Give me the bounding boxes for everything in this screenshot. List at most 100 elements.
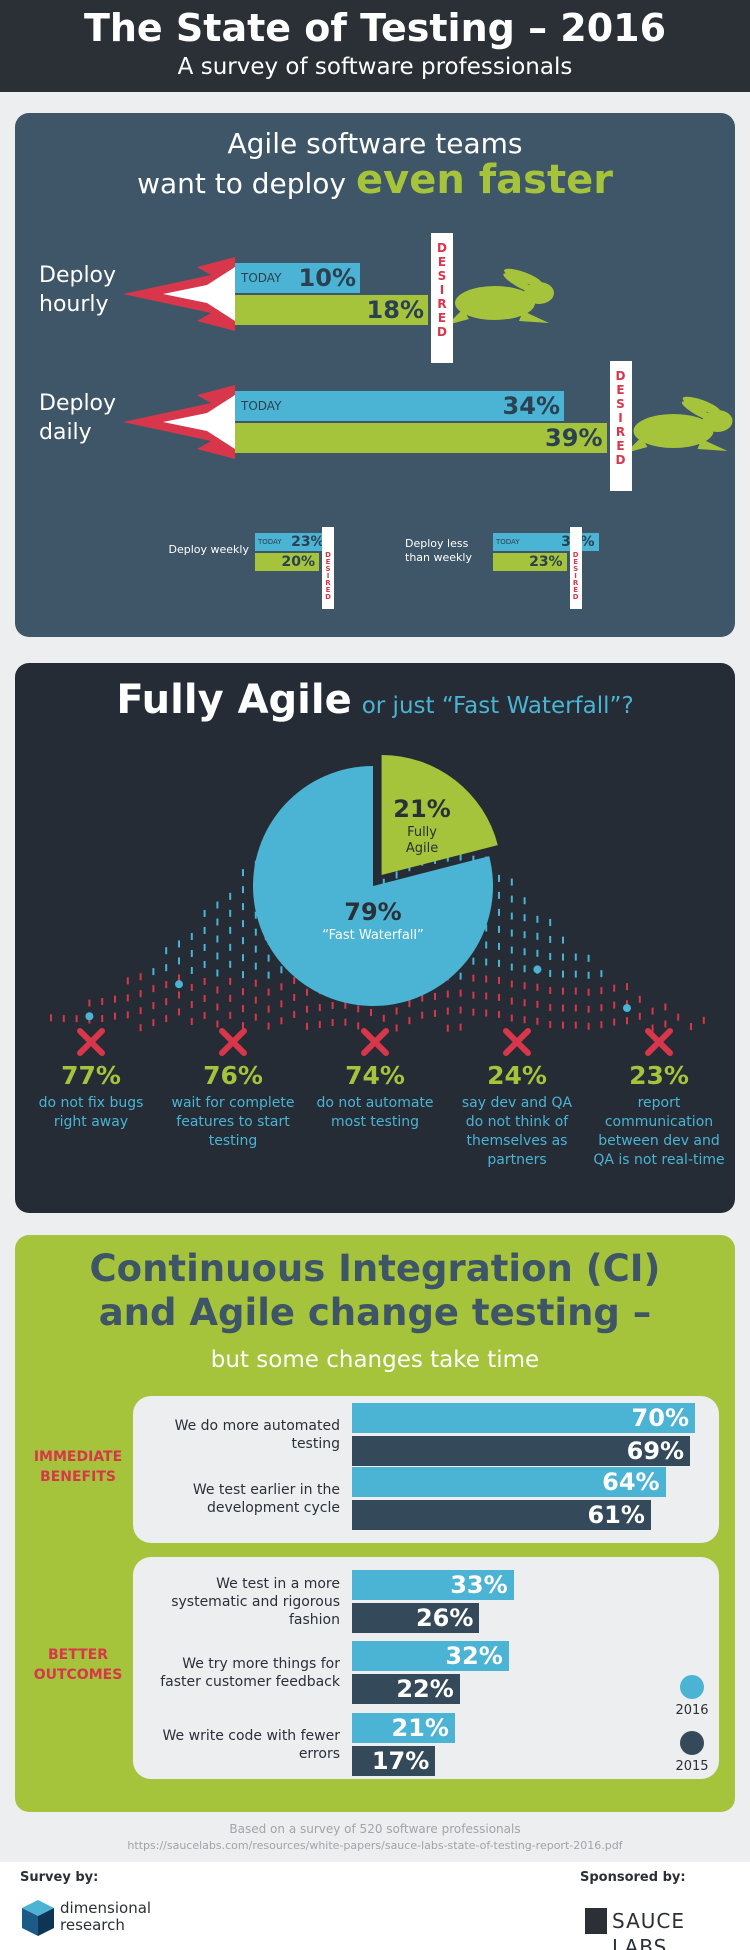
title-rest: or just “Fast Waterfall”? [361,693,634,719]
ci-section: Continuous Integration (CI) and Agile ch… [15,1235,735,1812]
decoration [123,257,733,459]
flame-core [163,395,235,449]
x-icon [219,1028,247,1056]
bar-value: 33% [450,1571,508,1599]
today-bar: TODAY 10% [235,263,360,293]
footer-url: https://saucelabs.com/resources/white-pa… [127,1839,623,1852]
bar: 32% [352,1641,509,1671]
logo-face [22,1908,38,1936]
page-subtitle: A survey of software professionals [177,54,573,80]
stat-text: say dev and QA do not think of themselve… [461,1095,573,1168]
stat-value: 76% [203,1061,263,1090]
bar: 17% [352,1746,436,1776]
bar: 26% [352,1603,480,1633]
bar: 33% [352,1570,514,1600]
bar-value: 69% [626,1437,685,1465]
group-label: IMMEDIATE BENEFITS [33,1449,123,1485]
desired-value: 23% [529,554,563,570]
stat-text: report communication between dev and QA … [593,1095,725,1168]
title-emphasis: even faster [356,157,613,203]
today-value: 10% [298,264,356,292]
sponsored-by: Sponsored by: [580,1870,686,1885]
decoration [50,754,705,1056]
bar-value: 22% [396,1675,454,1703]
bar: 22% [352,1674,460,1704]
today-value: 23% [291,534,325,550]
today-tag: TODAY [496,538,520,546]
raindrop [533,965,542,974]
section-title-line: Fully Agile or just “Fast Waterfall”? [15,677,735,723]
raindrop [623,1004,631,1013]
desired-tag: DESIRED [324,551,332,600]
pie-slice [253,766,493,1006]
desired-tag: DESIRED [435,241,449,339]
rabbit [455,286,535,320]
item-label: We test earlier in the development cycle [192,1481,340,1516]
bar-value: 70% [631,1404,689,1432]
stat-text: wait for complete features to start test… [171,1095,295,1149]
rabbit [682,396,721,414]
desired-bar: 18% [235,295,428,325]
logo-face [38,1908,54,1936]
bar-value: 21% [391,1714,449,1742]
raindrop [85,1012,94,1021]
desired-value: 20% [281,554,315,570]
bar: 69% [352,1436,691,1466]
desired-value: 39% [545,424,603,452]
today-tag: TODAY [241,399,282,413]
bar-value: 64% [602,1468,660,1496]
legend-label: 2015 [675,1759,709,1774]
desired-bar: 23% [493,553,567,571]
item-label: We write code with fewer errors [162,1727,340,1762]
today-tag: TODAY [258,538,282,546]
stat-value: 77% [61,1061,121,1090]
desired-marker: DESIRED [609,361,632,491]
deploy-section: Agile software teams want to deploy even f… [15,113,735,637]
x-icon [503,1028,531,1056]
stat-text: do not automate most testing [316,1095,434,1130]
section-title: Agile software teams [227,127,523,160]
deploy-label: Deploy weekly [168,543,249,556]
rabbit [503,273,535,293]
pie-value: 79% [344,898,402,926]
deploy-label: Deploy hourly [39,263,117,317]
legend-label: 2016 [675,1703,709,1718]
rabbit [447,309,549,325]
pie-value: 21% [393,794,451,823]
survey-by: Survey by: [20,1870,99,1885]
agile-section: Fully Agile or just “Fast Waterfall”? 21% F… [15,663,735,1213]
bar: 21% [352,1713,455,1743]
logo-icon [22,1900,54,1936]
desired-marker: DESIRED [322,527,334,609]
legend-swatch [680,1675,704,1699]
sponsor-icon [585,1908,607,1934]
today-bar: TODAY33% [493,533,599,551]
x-icon [645,1028,673,1056]
footer-bar: Survey by: dimensional research Sponsored … [0,1862,750,1950]
today-bar: TODAY 23% [255,533,329,551]
bar: 61% [352,1500,651,1530]
item-label: We test in a more systematic and rigorou… [171,1575,340,1628]
desired-marker: DESIRED [431,233,453,363]
bar: 70% [352,1403,695,1433]
bar-value: 17% [371,1747,430,1775]
bar: 64% [352,1467,666,1497]
page-title: The State of Testing – 2016 [83,6,667,50]
section-subtitle: but some changes take time [210,1347,540,1373]
footer: Based on a survey of 520 software profes… [0,1812,750,1950]
stat-value: 74% [345,1061,405,1090]
bar-value: 32% [445,1642,503,1670]
desired-bar: 39% [235,423,607,453]
item-label: We do more automated testing [174,1417,340,1452]
title-text: want to deploy [137,167,347,200]
header: The State of Testing – 2016 A survey of … [0,0,750,92]
flame-core [163,267,235,321]
stat-value: 24% [487,1061,547,1090]
item-label: We try more things for faster customer f… [160,1655,340,1690]
rabbit [625,437,728,453]
desired-value: 18% [366,296,424,324]
legend-swatch [680,1731,704,1755]
deploy-label: Deploy daily [39,391,117,445]
raindrop [175,980,183,989]
